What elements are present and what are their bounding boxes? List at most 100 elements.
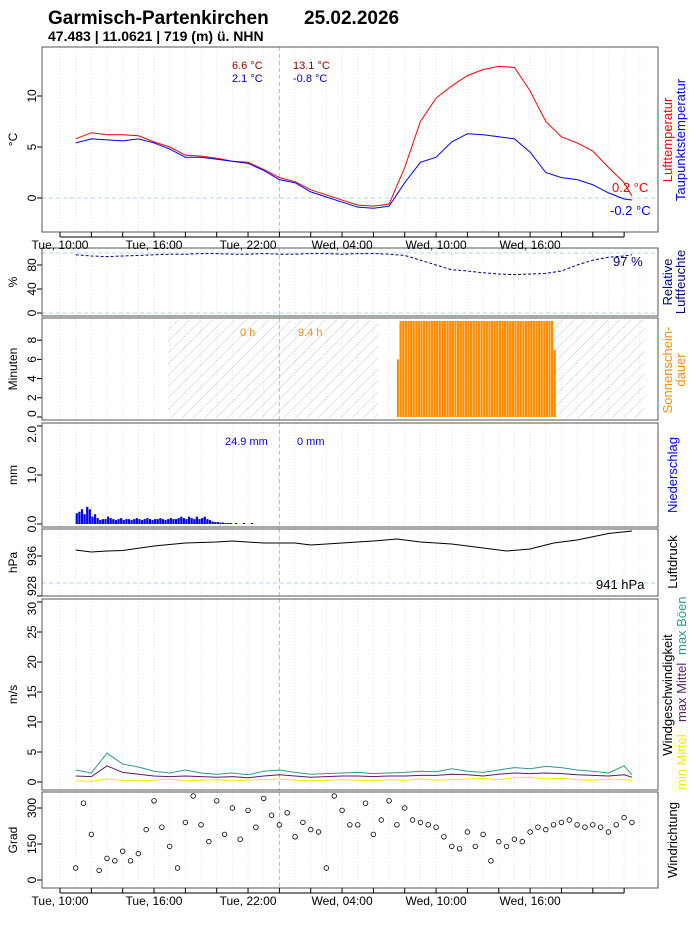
direction-point bbox=[104, 855, 110, 862]
x-tick-label: Wed, 10:00 bbox=[406, 238, 467, 252]
precipitation-bar bbox=[206, 519, 209, 524]
x-tick-label: Wed, 16:00 bbox=[500, 238, 561, 252]
precipitation-bar bbox=[101, 519, 104, 524]
sunshine-bar bbox=[428, 321, 431, 417]
precipitation-bar bbox=[172, 519, 175, 524]
pressure-line bbox=[75, 530, 633, 553]
sunshine-bar bbox=[404, 321, 407, 417]
station-coordinates: 47.483 | 11.0621 | 719 (m) ü. NHN bbox=[48, 28, 264, 44]
wind-gust-line bbox=[75, 752, 633, 776]
direction-point bbox=[112, 858, 118, 864]
direction-point bbox=[300, 819, 306, 826]
y-tick-label: 0 bbox=[25, 410, 39, 417]
panel-wind_speed: 0 5 10 15 20 25 30 m/s bbox=[6, 598, 659, 791]
direction-point bbox=[362, 800, 369, 806]
direction-point bbox=[472, 843, 478, 850]
panel-frame bbox=[41, 791, 659, 889]
y-tick-label: 300 bbox=[25, 798, 39, 818]
direction-point bbox=[355, 822, 361, 828]
sunshine-bar bbox=[527, 321, 530, 417]
y-tick-label: 928 bbox=[25, 576, 39, 596]
sunshine-bar bbox=[477, 321, 481, 417]
x-tick-label: Wed, 04:00 bbox=[311, 894, 372, 908]
y-axis-label: m/s bbox=[6, 685, 20, 704]
y-tick-label: 6 bbox=[25, 356, 39, 363]
y-tick-label: 5 bbox=[25, 748, 39, 755]
x-tick-label: Tue, 16:00 bbox=[126, 238, 183, 252]
direction-point bbox=[558, 819, 565, 826]
direction-point bbox=[347, 822, 353, 828]
sunshine-bar bbox=[475, 321, 478, 417]
direction-point bbox=[464, 829, 471, 835]
direction-point bbox=[543, 826, 549, 833]
temp-prev-max: 6.6 °C bbox=[232, 60, 263, 72]
rain-side-label: Niederschlag bbox=[665, 437, 680, 513]
sun-side-label-1: Sonnenschein- bbox=[660, 327, 675, 414]
precipitation-bar bbox=[161, 519, 165, 524]
sunshine-bar bbox=[402, 321, 405, 417]
direction-point bbox=[535, 824, 541, 830]
humidity-side-label-1: Relative bbox=[660, 259, 675, 306]
direction-point bbox=[417, 819, 424, 826]
sunshine-bar bbox=[462, 321, 465, 417]
precipitation-bar bbox=[112, 519, 115, 524]
precipitation-bar bbox=[88, 509, 91, 524]
direction-point bbox=[582, 824, 588, 830]
sunshine-bar bbox=[467, 321, 470, 417]
direction-point bbox=[402, 805, 408, 811]
temp-side-label: Lufttemperatur bbox=[660, 97, 675, 182]
sunshine-bar bbox=[446, 321, 449, 417]
sunshine-bar bbox=[506, 321, 509, 417]
sunshine-bar bbox=[412, 321, 415, 417]
sunshine-bar bbox=[441, 321, 444, 417]
precipitation-bar bbox=[195, 516, 199, 524]
plot-area: 0 5 10 °C 0 40 80% 0 2 4 6 8 Minuten 0.0 1.0 2.0 mm 928 93… bbox=[6, 46, 659, 908]
precipitation-bar bbox=[167, 519, 170, 524]
wind-max-mean-line bbox=[75, 765, 633, 779]
sunshine-bar bbox=[517, 321, 520, 417]
x-axis: Tue, 10:00 Tue, 16:00 Tue, 22:00 Wed, 04:00… bbox=[32, 232, 625, 252]
precipitation-bar bbox=[93, 514, 97, 524]
dewpoint-line bbox=[75, 133, 633, 209]
y-tick-label: 0 bbox=[25, 309, 39, 316]
precipitation-bar bbox=[156, 519, 159, 524]
precipitation-bar bbox=[229, 523, 232, 524]
direction-point bbox=[159, 824, 165, 830]
direction-point bbox=[268, 812, 275, 818]
precipitation-bar bbox=[99, 520, 102, 524]
date-title: 25.02.2026 bbox=[304, 8, 399, 29]
rain-prev-total: 24.9 mm bbox=[225, 436, 268, 448]
precipitation-bar bbox=[185, 519, 188, 524]
precipitation-bar bbox=[86, 506, 89, 524]
sunshine-bar bbox=[396, 359, 400, 417]
direction-point bbox=[315, 829, 322, 835]
sunshine-bar bbox=[425, 321, 428, 417]
precipitation-bar bbox=[242, 523, 246, 524]
precipitation-bar bbox=[227, 523, 230, 524]
direction-point bbox=[276, 822, 283, 828]
direction-point bbox=[221, 831, 228, 838]
direction-point bbox=[308, 826, 314, 833]
sunshine-bar bbox=[535, 321, 538, 417]
direction-point bbox=[88, 831, 95, 838]
y-tick-label: 4 bbox=[25, 375, 39, 382]
precipitation-bar bbox=[177, 518, 180, 524]
y-tick-label: 1.0 bbox=[25, 466, 39, 483]
sunshine-bar bbox=[409, 321, 413, 417]
precipitation-bar bbox=[164, 520, 167, 524]
direction-point bbox=[292, 834, 298, 840]
direction-point bbox=[449, 843, 455, 850]
sunshine-bar bbox=[551, 321, 554, 417]
sunshine-bar bbox=[488, 321, 491, 417]
precipitation-bar bbox=[211, 521, 214, 524]
direction-point bbox=[127, 858, 134, 864]
precipitation-bar bbox=[91, 516, 94, 524]
y-tick-label: 936 bbox=[25, 546, 39, 566]
precipitation-bar bbox=[122, 520, 125, 524]
direction-point bbox=[229, 805, 236, 811]
pressure-side-label: Luftdruck bbox=[665, 535, 680, 589]
precipitation-bar bbox=[169, 518, 172, 524]
station-title: Garmisch-Partenkirchen bbox=[48, 8, 269, 29]
precipitation-bar bbox=[203, 516, 206, 524]
temp-cur-min: -0.8 °C bbox=[293, 73, 327, 85]
